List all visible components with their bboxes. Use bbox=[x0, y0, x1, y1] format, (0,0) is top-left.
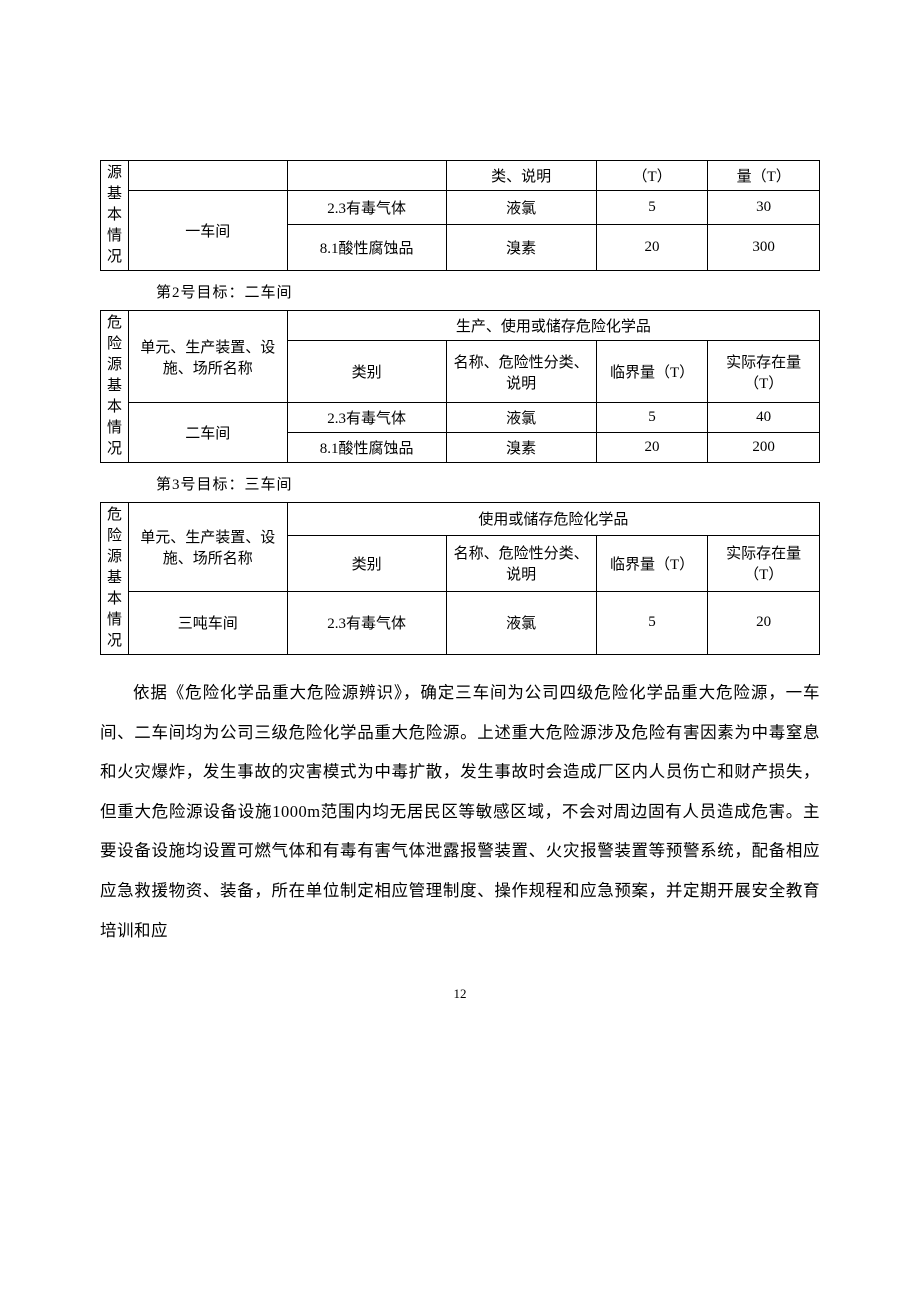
table2-actual-header: 实际存在量（T） bbox=[708, 341, 820, 403]
table2-r1-cat: 8.1酸性腐蚀品 bbox=[287, 433, 446, 463]
table-target-1: 源基本情况 类、说明 （T） 量（T） 一车间 2.3有毒气体 液氯 5 30 … bbox=[100, 160, 820, 271]
table3-name-header: 名称、危险性分类、说明 bbox=[446, 535, 596, 591]
table3-r0-limit: 5 bbox=[596, 591, 708, 654]
table2-unit: 二车间 bbox=[128, 403, 287, 463]
body-paragraph: 依据《危险化学品重大危险源辨识》，确定三车间为公司四级危险化学品重大危险源，一车… bbox=[100, 673, 820, 950]
table2-name-header: 名称、危险性分类、说明 bbox=[446, 341, 596, 403]
table2-cat-header: 类别 bbox=[287, 341, 446, 403]
caption-target-2: 第2号目标：二车间 bbox=[156, 281, 820, 302]
table1-head-actual: 量（T） bbox=[708, 161, 820, 191]
table2-group-header: 生产、使用或储存危险化学品 bbox=[287, 311, 819, 341]
table1-head-limit: （T） bbox=[596, 161, 708, 191]
table1-r1-name: 溴素 bbox=[446, 225, 596, 271]
table1-side-label: 源基本情况 bbox=[101, 161, 129, 271]
table1-unit: 一车间 bbox=[128, 191, 287, 271]
table2-r1-limit: 20 bbox=[596, 433, 708, 463]
table3-limit-header: 临界量（T） bbox=[596, 535, 708, 591]
table1-r0-cat: 2.3有毒气体 bbox=[287, 191, 446, 225]
table2-limit-header: 临界量（T） bbox=[596, 341, 708, 403]
table3-r0-actual: 20 bbox=[708, 591, 820, 654]
table1-head-blank2 bbox=[287, 161, 446, 191]
table1-r0-name: 液氯 bbox=[446, 191, 596, 225]
table2-r1-actual: 200 bbox=[708, 433, 820, 463]
table3-actual-header: 实际存在量（T） bbox=[708, 535, 820, 591]
table2-r1-name: 溴素 bbox=[446, 433, 596, 463]
table2-r0-name: 液氯 bbox=[446, 403, 596, 433]
caption-target-3: 第3号目标：三车间 bbox=[156, 473, 820, 494]
table1-r1-cat: 8.1酸性腐蚀品 bbox=[287, 225, 446, 271]
table1-r1-actual: 300 bbox=[708, 225, 820, 271]
table3-unit: 三吨车间 bbox=[128, 591, 287, 654]
table-target-3: 危险源基本情况 单元、生产装置、设施、场所名称 使用或储存危险化学品 类别 名称… bbox=[100, 502, 820, 655]
table2-side-label: 危险源基本情况 bbox=[101, 311, 129, 463]
table3-r0-name: 液氯 bbox=[446, 591, 596, 654]
table3-r0-cat: 2.3有毒气体 bbox=[287, 591, 446, 654]
page-number: 12 bbox=[100, 986, 820, 1002]
table3-side-label: 危险源基本情况 bbox=[101, 503, 129, 655]
table1-r1-limit: 20 bbox=[596, 225, 708, 271]
table2-r0-cat: 2.3有毒气体 bbox=[287, 403, 446, 433]
table2-r0-limit: 5 bbox=[596, 403, 708, 433]
table1-head-name: 类、说明 bbox=[446, 161, 596, 191]
table1-head-blank bbox=[128, 161, 287, 191]
table-target-2: 危险源基本情况 单元、生产装置、设施、场所名称 生产、使用或储存危险化学品 类别… bbox=[100, 310, 820, 463]
table1-r0-actual: 30 bbox=[708, 191, 820, 225]
table1-r0-limit: 5 bbox=[596, 191, 708, 225]
table3-unit-header: 单元、生产装置、设施、场所名称 bbox=[128, 503, 287, 592]
table2-unit-header: 单元、生产装置、设施、场所名称 bbox=[128, 311, 287, 403]
table2-r0-actual: 40 bbox=[708, 403, 820, 433]
table3-group-header: 使用或储存危险化学品 bbox=[287, 503, 819, 536]
table3-cat-header: 类别 bbox=[287, 535, 446, 591]
